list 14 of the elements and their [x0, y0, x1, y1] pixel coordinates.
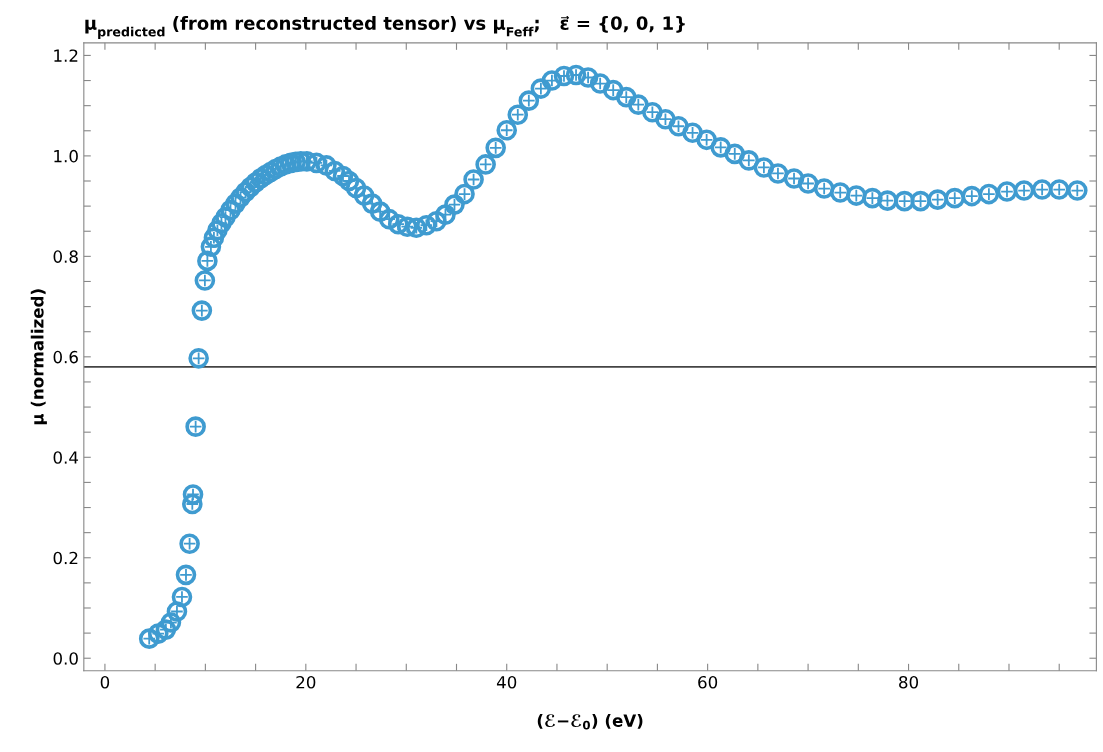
y-tick-label: 0.6 [53, 350, 78, 364]
y-tick-label: 1.0 [54, 149, 78, 163]
x-tick-label: 20 [296, 675, 316, 689]
x-axis-title: (ℰ−ℰ$_{0}$) (eV) [537, 713, 643, 730]
y-axis-title: μ (normalized) [30, 289, 47, 425]
x-tick-label: 40 [496, 675, 517, 689]
x-tick-label: 60 [698, 675, 718, 689]
x-tick-label: 0 [100, 675, 110, 689]
y-tick-label: 0.0 [53, 652, 78, 665]
y-tick-label: 0.2 [53, 551, 78, 565]
x-tick-label: 80 [899, 675, 919, 689]
y-tick-label: 1.2 [54, 49, 78, 62]
y-tick-label: 0.4 [53, 451, 79, 464]
y-tick-label: 0.8 [53, 250, 78, 263]
